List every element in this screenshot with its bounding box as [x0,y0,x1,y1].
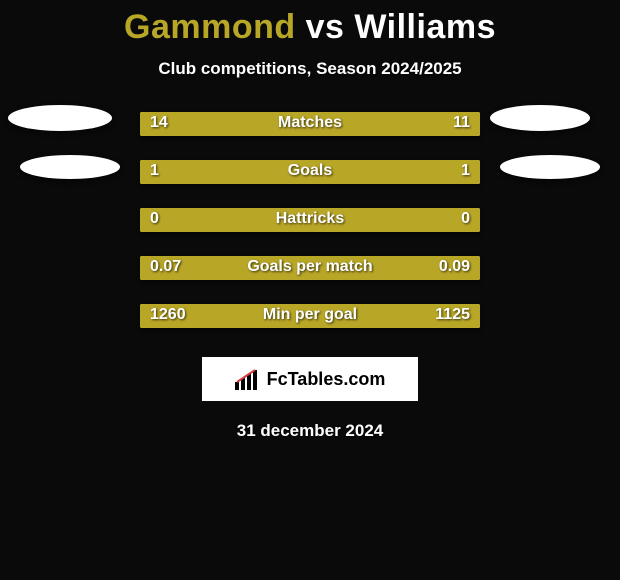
subtitle: Club competitions, Season 2024/2025 [0,59,620,79]
stat-label: Matches [140,111,480,135]
stat-value-right: 1125 [435,303,470,327]
stat-label: Hattricks [140,207,480,231]
comparison-container: Gammond vs Williams Club competitions, S… [0,0,620,441]
ellipse-left [20,155,120,179]
title-vs: vs [306,8,345,46]
stat-value-right: 11 [453,111,470,135]
stat-row: 14Matches11 [0,111,620,137]
date: 31 december 2024 [0,421,620,441]
stat-value-right: 1 [461,159,470,183]
stats-rows: 14Matches11 1Goals1 0Hattricks0 0.07Goals p… [0,111,620,329]
ellipse-right [500,155,600,179]
stat-value-right: 0.09 [439,255,470,279]
ellipse-left [8,105,112,131]
stat-row: 0.07Goals per match0.09 [0,255,620,281]
stat-label: Min per goal [140,303,480,327]
ellipse-right [490,105,590,131]
logo-text: FcTables.com [267,369,386,390]
title-player2: Williams [354,8,496,46]
title-player1: Gammond [124,8,296,46]
logo-box: FcTables.com [202,357,418,401]
stat-row: 1Goals1 [0,159,620,185]
stat-row: 0Hattricks0 [0,207,620,233]
bars-icon [235,368,261,390]
stat-label: Goals per match [140,255,480,279]
page-title: Gammond vs Williams [0,8,620,47]
stat-row: 1260Min per goal1125 [0,303,620,329]
stat-label: Goals [140,159,480,183]
stat-value-right: 0 [461,207,470,231]
